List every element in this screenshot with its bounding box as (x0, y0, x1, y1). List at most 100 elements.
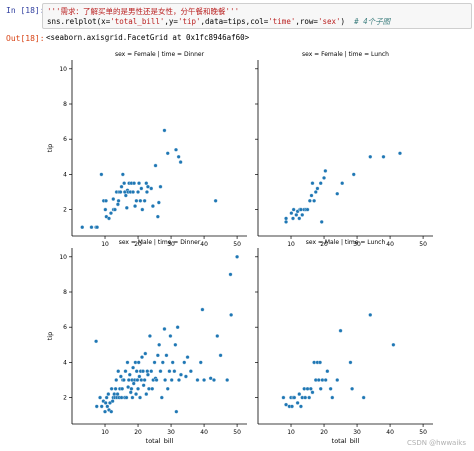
scatter-point (124, 205, 129, 210)
facet-panel: sex = Female | time = Dinner 10 20 30 40 50 2 4… (46, 51, 247, 248)
scatter-point (158, 369, 163, 374)
code-token: sns.relplot(x= (47, 17, 111, 26)
scatter-point (139, 186, 144, 191)
scatter-point (348, 360, 353, 365)
x-tick-label: 10 (287, 429, 295, 436)
y-tick-label: 10 (59, 254, 67, 261)
scatter-point (114, 378, 119, 382)
scatter-point (325, 369, 330, 374)
x-tick-label: 50 (419, 241, 427, 248)
scatter-point (312, 360, 317, 365)
scatter-point (111, 197, 116, 201)
scatter-point (127, 372, 132, 377)
scatter-point (310, 390, 315, 395)
x-axis-label: total_bill (146, 437, 174, 444)
scatter-point (165, 151, 170, 156)
scatter-point (136, 190, 140, 194)
scatter-point (318, 181, 323, 186)
scatter-point (228, 272, 233, 277)
scatter-point (391, 342, 396, 347)
scatter-point (119, 184, 124, 189)
scatter-point (162, 128, 167, 133)
scatter-point (330, 395, 335, 400)
scatter-point (154, 378, 159, 382)
scatter-point (183, 374, 188, 379)
scatter-point (106, 392, 111, 397)
scatter-point (284, 216, 289, 221)
scatter-point (118, 374, 123, 379)
scatter-point (142, 198, 147, 203)
scatter-point (307, 198, 312, 203)
scatter-point (328, 386, 333, 391)
scatter-point (115, 392, 120, 397)
scatter-point (312, 198, 317, 203)
scatter-point (115, 202, 120, 207)
scatter-point (113, 386, 118, 391)
scatter-point (368, 312, 373, 317)
code-token: ,y= (164, 17, 178, 26)
scatter-point (179, 372, 183, 377)
scatter-point (89, 225, 94, 230)
scatter-point (340, 181, 345, 186)
x-tick-label: 20 (320, 429, 328, 436)
scatter-point (398, 151, 402, 156)
scatter-point (172, 369, 177, 374)
scatter-point (132, 181, 137, 186)
y-tick-label: 8 (63, 101, 67, 108)
x-tick-label: 10 (101, 241, 109, 248)
scatter-point (155, 214, 160, 219)
scatter-point (116, 369, 121, 374)
y-tick-label: 4 (63, 171, 67, 178)
scatter-point (313, 190, 318, 194)
scatter-point (350, 386, 355, 391)
scatter-point (123, 193, 128, 198)
code-string-token: 'time' (268, 17, 296, 26)
scatter-point (158, 184, 163, 189)
scatter-point (165, 386, 170, 391)
scatter-point (155, 353, 160, 358)
scatter-point (138, 198, 143, 203)
scatter-point (202, 378, 207, 382)
scatter-point (134, 369, 139, 374)
scatter-point (160, 360, 165, 365)
y-axis-label: tip (46, 144, 54, 152)
y-tick-label: 2 (63, 395, 67, 402)
scatter-point (173, 342, 178, 347)
scatter-point (120, 172, 125, 177)
scatter-point (338, 328, 343, 333)
scatter-point (308, 386, 313, 391)
x-tick-label: 20 (134, 241, 142, 248)
scatter-point (123, 369, 128, 374)
panel-title: sex = Male | time = Lunch (306, 239, 386, 246)
scatter-point (141, 369, 145, 374)
x-tick-label: 50 (419, 429, 427, 436)
scatter-point (156, 200, 161, 205)
scatter-point (175, 325, 180, 330)
scatter-point (133, 360, 138, 365)
scatter-point (177, 378, 181, 382)
scatter-point (318, 360, 323, 365)
scatter-point (318, 386, 323, 391)
scatter-point (298, 404, 303, 409)
scatter-point (125, 360, 130, 365)
scatter-point (109, 386, 114, 391)
scatter-point (145, 190, 149, 194)
scatter-point (142, 378, 147, 382)
code-cell[interactable]: '''需求：了解买单的是男性还是女性，分午餐和晚餐''' sns.relplot… (42, 3, 472, 29)
x-tick-label: 10 (101, 429, 109, 436)
scatter-point (351, 172, 356, 177)
scatter-point (149, 369, 154, 374)
scatter-point (136, 360, 141, 365)
scatter-point (126, 385, 131, 389)
scatter-point (150, 386, 155, 391)
scatter-point (297, 216, 302, 221)
scatter-point (95, 225, 100, 230)
scatter-point (368, 154, 373, 159)
scatter-point (335, 191, 340, 196)
scatter-point (315, 186, 320, 191)
scatter-point (323, 168, 328, 173)
scatter-point (213, 198, 218, 203)
scatter-point (284, 402, 289, 407)
code-comment: # 4个子图 (354, 17, 391, 26)
x-tick-label: 50 (233, 241, 241, 248)
